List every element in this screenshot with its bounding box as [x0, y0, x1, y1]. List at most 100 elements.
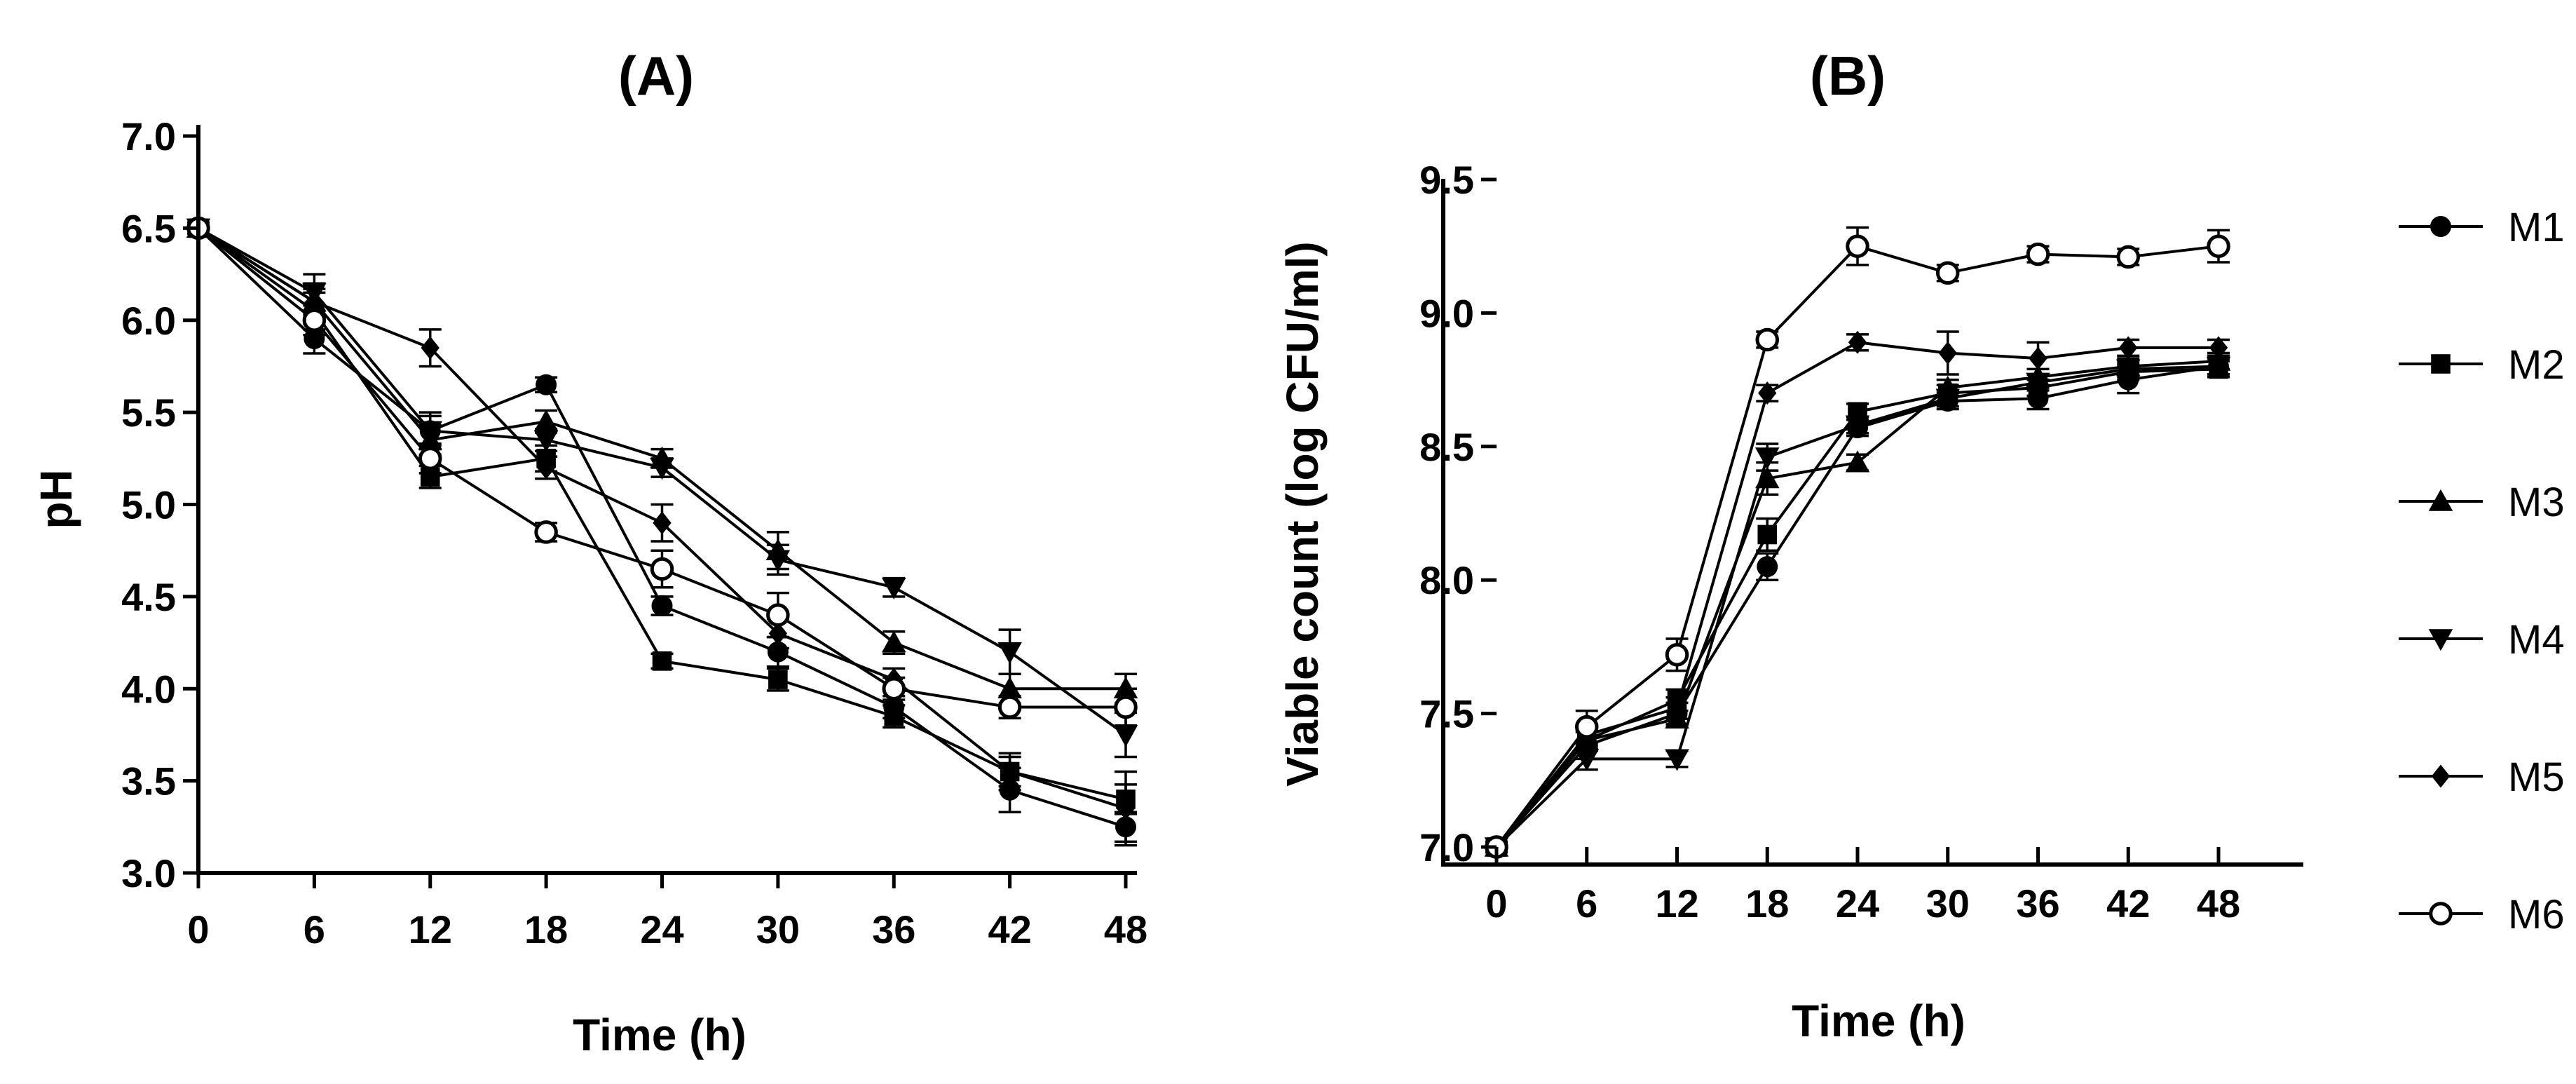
panel-b-m2-point [1757, 524, 1778, 545]
panel-b-y-tick-label: 9.5 [1419, 158, 1474, 202]
legend-item-m5: M5 [2399, 754, 2565, 800]
panel-a: (A) 3.0 3.5 4.0 4.5 5.0 5.5 6.0 6.5 7.0 0 6 12 18 24… [31, 45, 1147, 1060]
panel-b-m4-point [1665, 749, 1689, 771]
panel-b-m6-point [1755, 327, 1779, 352]
panel-b-m6-point [1846, 234, 1869, 258]
panel-a-m4-point [997, 642, 1022, 664]
legend-marker [2428, 489, 2453, 511]
legend-label: M4 [2508, 617, 2565, 663]
panel-b-y-tick-label: 9.0 [1419, 291, 1474, 335]
panel-a-x-tick-label: 30 [756, 907, 800, 951]
panel-a-x-tick-label: 0 [187, 907, 209, 951]
panel-b-x-tick-label: 42 [2106, 881, 2150, 926]
panel-a-m5-point [1000, 759, 1019, 783]
panel-b-m6-point [2026, 242, 2050, 266]
panel-b-y-tick-label: 7.5 [1419, 692, 1474, 736]
panel-a-m6-point [766, 603, 790, 627]
panel-b-m3-point [1755, 466, 1780, 489]
panel-a-m2-point [420, 467, 440, 487]
panel-a-m5-point [1116, 797, 1136, 820]
panel-b-x-tick-label: 6 [1576, 881, 1597, 926]
panel-b-x-tick-label: 18 [1745, 881, 1789, 926]
panel-b-x-tick-label: 24 [1836, 881, 1879, 926]
panel-b-title: (B) [1810, 45, 1886, 107]
panel-a-m3-point [1113, 677, 1138, 699]
panel-a-m6-point [1114, 695, 1138, 719]
legend-marker [2431, 764, 2451, 788]
legend-label: M2 [2508, 342, 2565, 388]
panel-a-y-tick-label: 5.5 [121, 391, 176, 435]
panel-a-y-tick-label: 7.0 [121, 114, 176, 158]
panel-a-m5-point [536, 456, 556, 480]
panel-a-m6-point [418, 447, 442, 470]
panel-b-m2-line [1495, 367, 2219, 848]
panel-b-m5-point [1668, 696, 1686, 720]
panel-b-m5-point [1758, 381, 1777, 405]
panel-a-m3-point [997, 677, 1022, 699]
panel-b-m4-point [1935, 388, 1960, 411]
panel-a-x-tick-label: 42 [988, 907, 1031, 951]
panel-a-m6-point [302, 309, 327, 332]
panel-b-m5-point [2119, 336, 2138, 360]
panel-a-m6-point [997, 695, 1022, 719]
panel-b-m5-point [1938, 341, 1957, 365]
legend-marker [2429, 902, 2453, 926]
panel-b-m1-line [1495, 365, 2219, 848]
panel-b-m4-point [1845, 415, 1870, 438]
panel-a-m4-point [882, 577, 906, 599]
panel-b-m3-point [1845, 450, 1870, 473]
panel-a-x-axis-label: Time (h) [573, 1010, 747, 1060]
panel-b-m5-point [2209, 336, 2228, 360]
panel-a-m1-point [767, 641, 789, 663]
panel-b-m4-point [2116, 359, 2141, 381]
panel-b-m4-point [1755, 447, 1780, 470]
panel-b-x-tick-label: 36 [2016, 881, 2059, 926]
legend-marker [2430, 216, 2451, 237]
panel-a-m4-point [1113, 725, 1138, 747]
panel-a-m5-point [305, 290, 324, 313]
panel-a-m1-point [1115, 816, 1136, 838]
panel-a-x-tick-label: 12 [409, 907, 452, 951]
panel-a-y-tick-label: 5.0 [121, 483, 176, 527]
panel-a-x-tick-label: 24 [640, 907, 683, 951]
legend-item-m6: M6 [2399, 892, 2565, 937]
panel-a-y-axis-label: pH [31, 469, 81, 529]
legend: M1 M2 M3 M4 M5 M6 [2399, 205, 2565, 937]
panel-b-m6-point [1936, 261, 1960, 285]
legend-item-m4: M4 [2399, 617, 2565, 663]
panel-a-m2-point [768, 670, 788, 689]
panel-a-y-tick-label: 3.0 [121, 851, 176, 895]
panel-a-m4-point [418, 421, 442, 443]
legend-label: M1 [2508, 205, 2565, 250]
panel-b-x-tick-label: 12 [1655, 881, 1698, 926]
panel-b-m4-line [1495, 365, 2219, 848]
panel-a-m5-point [421, 336, 439, 360]
panel-a-x-tick-label: 36 [872, 907, 915, 951]
panel-b-m6-point [1575, 714, 1599, 739]
panel-b-y-axis-label: Viable count (log CFU/ml) [1277, 241, 1328, 787]
panel-a-m1-point [651, 595, 673, 617]
legend-label: M6 [2508, 892, 2565, 937]
panel-a-m6-point [534, 520, 558, 544]
panel-a-title: (A) [618, 45, 694, 107]
panel-b-m6-point [2116, 245, 2140, 269]
panel-a-m3-point [533, 409, 559, 432]
panel-b-m4-point [2026, 372, 2050, 395]
panel-a-m4-point [650, 458, 674, 480]
panel-a-y-tick-label: 3.5 [121, 759, 176, 804]
panel-b-x-tick-label: 30 [1926, 881, 1970, 926]
panel-b-y-tick-label: 8.0 [1419, 558, 1474, 602]
panel-a-m5-point [653, 511, 672, 535]
panel-b-x-axis-label: Time (h) [1792, 996, 1965, 1046]
legend-marker [2431, 354, 2451, 374]
legend-item-m1: M1 [2399, 205, 2565, 250]
panel-b-y-tick-label: 8.5 [1419, 425, 1474, 469]
legend-item-m2: M2 [2399, 342, 2565, 388]
panel-b: (B) 7.07.58.08.59.09.5 0 6 12 18 24 30 36 42 48 … [1277, 45, 2303, 1046]
panel-b-m6-point [2207, 234, 2230, 258]
legend-label: M3 [2508, 480, 2565, 525]
panel-a-m5-point [768, 621, 788, 645]
panel-b-m5-point [2029, 346, 2047, 370]
legend-item-m3: M3 [2399, 480, 2565, 525]
legend-label: M5 [2508, 754, 2565, 800]
